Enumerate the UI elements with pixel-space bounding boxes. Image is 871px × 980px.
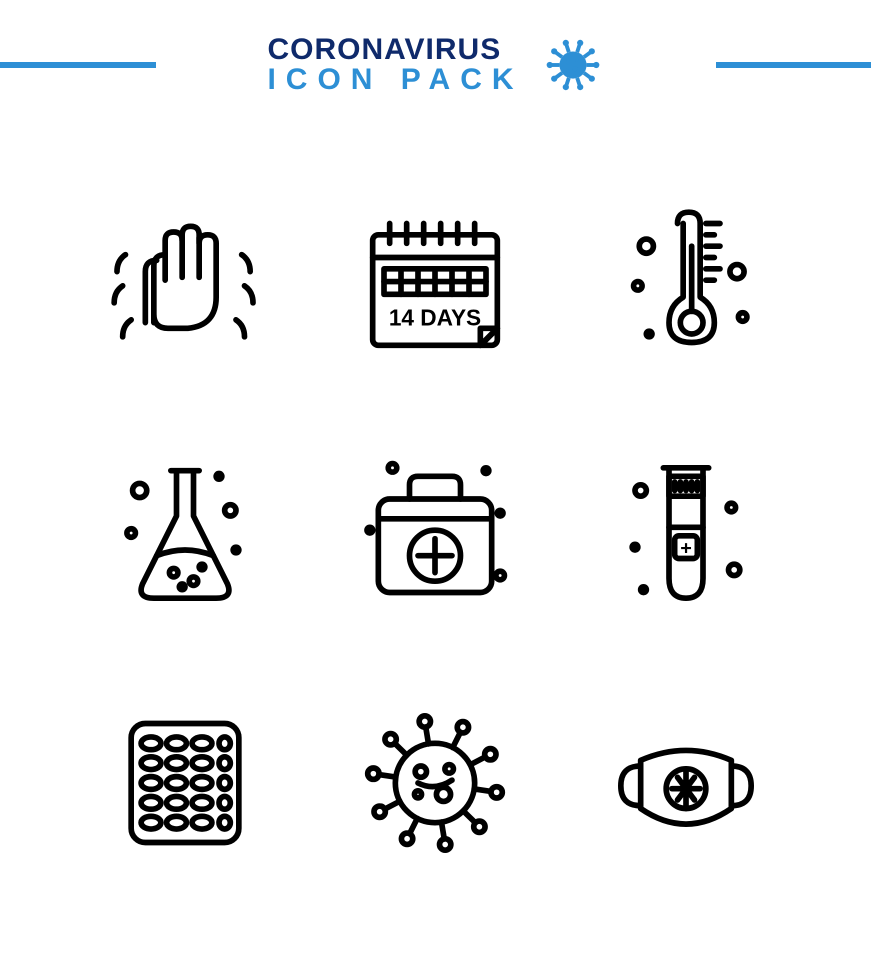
test-tube-badge: + (680, 537, 692, 559)
cell-calendar-14-days: 14 DAYS (310, 160, 560, 410)
virus-cell-icon (350, 698, 520, 873)
cell-test-tube: + (561, 410, 811, 660)
cell-flask (60, 410, 310, 660)
wash-hands-icon (100, 198, 270, 373)
header-inner: CORONAVIRUS ICON PACK (0, 0, 871, 130)
icon-grid: 14 DAYS (60, 160, 811, 911)
calendar-14-days-icon: 14 DAYS (350, 198, 520, 373)
first-aid-kit-icon (350, 448, 520, 623)
title-line-2: ICON PACK (267, 65, 523, 95)
test-tube-icon: + (601, 448, 771, 623)
cell-first-aid-kit (310, 410, 560, 660)
cell-thermometer (561, 160, 811, 410)
thermometer-icon (601, 198, 771, 373)
virus-icon (542, 34, 604, 96)
face-mask-icon (601, 698, 771, 873)
header-text: CORONAVIRUS ICON PACK (267, 35, 523, 95)
cell-wash-hands (60, 160, 310, 410)
calendar-text: 14 DAYS (389, 304, 481, 330)
blister-pills-icon (100, 698, 270, 873)
flask-icon (100, 448, 270, 623)
title-line-1: CORONAVIRUS (267, 35, 523, 65)
cell-virus (310, 661, 560, 911)
cell-blister-pills (60, 661, 310, 911)
header-bar: CORONAVIRUS ICON PACK (0, 0, 871, 130)
cell-face-mask (561, 661, 811, 911)
